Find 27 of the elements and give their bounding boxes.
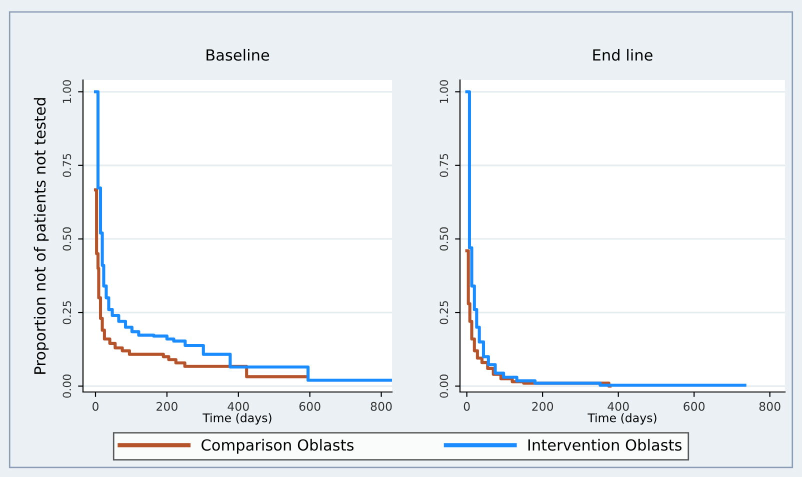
y-tick-label: 0.75 xyxy=(440,154,448,177)
y-tick-label: 0.50 xyxy=(62,227,72,251)
x-tick-label: 400 xyxy=(608,402,629,411)
y-axis-title: Proportion not of patients not tested xyxy=(34,98,49,374)
y-tick-label: 1.00 xyxy=(62,80,72,103)
chart-title: End line xyxy=(593,48,652,61)
legend-label: Intervention Oblasts xyxy=(528,438,682,451)
x-tick-label: 0 xyxy=(92,402,98,411)
x-axis-title: Time (days) xyxy=(202,413,272,425)
x-tick-label: 800 xyxy=(759,402,780,411)
y-tick-label: 0.00 xyxy=(62,374,72,398)
x-tick-label: 800 xyxy=(370,402,392,411)
x-tick-label: 600 xyxy=(299,402,320,411)
x-tick-label: 400 xyxy=(228,402,249,411)
x-axis-title: Time (days) xyxy=(588,413,656,425)
y-tick-label: 0.50 xyxy=(440,227,448,251)
x-tick-label: 200 xyxy=(156,402,178,411)
chart-title: Baseline xyxy=(206,48,270,61)
y-tick-label: 0.75 xyxy=(62,154,72,177)
y-tick-label: 0.25 xyxy=(62,301,72,324)
y-tick-label: 0.25 xyxy=(440,301,448,324)
x-tick-label: 0 xyxy=(464,402,470,411)
y-tick-label: 0.00 xyxy=(440,374,448,398)
x-tick-label: 200 xyxy=(532,402,554,411)
legend-label: Comparison Oblasts xyxy=(202,438,354,454)
x-tick-label: 600 xyxy=(684,402,705,411)
y-tick-label: 1.00 xyxy=(440,80,448,103)
